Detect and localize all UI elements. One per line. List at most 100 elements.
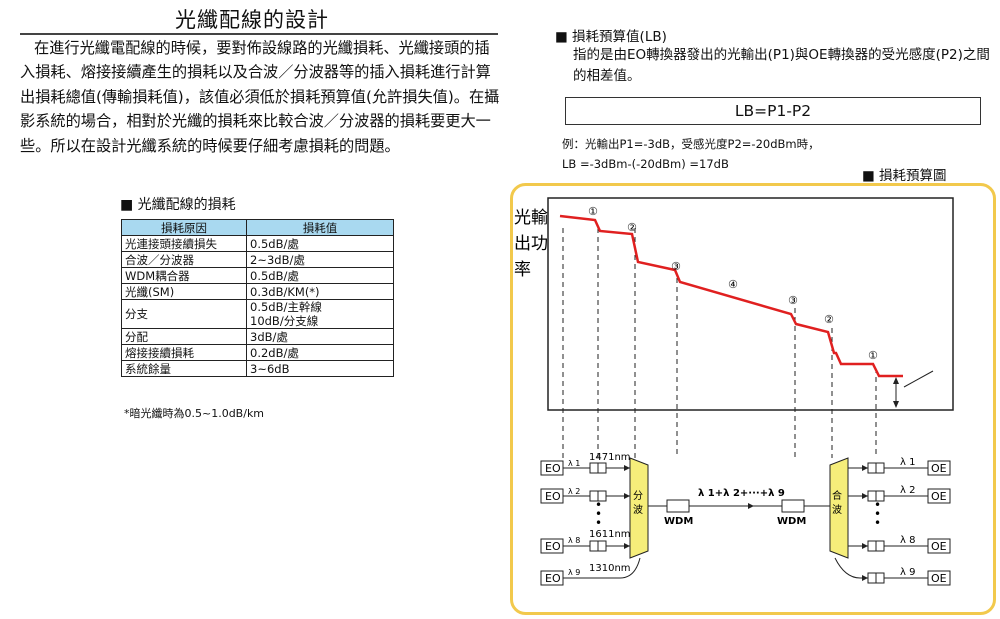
table-cell: 2~3dB/處 [246,251,394,268]
ellipsis-dots: • [874,498,881,512]
table-header: 損耗原因 [121,219,247,236]
wavelength-label: 1310nm [589,563,631,574]
power-loss-curve [559,214,903,378]
y-axis-label-2: 出功 [514,234,548,254]
table-cell: 系統餘量 [121,360,247,377]
arrow-head [624,465,630,471]
connector [867,462,877,474]
wdm-coupler [781,499,805,513]
wavelength-label: 1611nm [589,529,631,540]
stage-marker: ③ [788,294,798,307]
margin-arrow-head [893,401,899,408]
stage-marker: ② [627,221,637,234]
channel-label: λ 1+λ 2+···+λ 9 [698,488,785,499]
multiplexer [829,457,849,559]
connector [589,540,599,552]
lb-heading: ■ 損耗預算值(LB) [555,29,667,45]
table-row: WDM耦合器 0.5dB/處 [121,267,394,284]
lb-description: 指的是由EO轉換器發出的光輸出(P1)與OE轉換器的受光感度(P2)之間的相差值… [573,47,990,84]
mux-label-2: 波 [832,503,842,516]
table-cell: 0.3dB/KM(*) [246,283,394,300]
eo-label: EO [545,540,561,553]
arrow-head [862,493,868,499]
table-cell: WDM耦合器 [121,267,247,284]
lambda-label: λ 9 [900,567,915,578]
table-row: 熔接接續損耗 0.2dB/處 [121,344,394,361]
y-axis-label-1: 光輸 [514,208,548,228]
oe-label: OE [931,490,947,503]
stage-marker: ① [868,349,878,362]
lambda-label: λ 1 [900,457,915,468]
fiber-line [834,557,928,579]
eo-label: EO [545,462,561,475]
arrow-head [862,465,868,471]
table-note: *暗光纖時為0.5~1.0dB/km [124,407,265,420]
ellipsis-dots: • [874,516,881,530]
eo-label: EO [545,490,561,503]
arrow-head [748,503,754,509]
margin-pointer-line [903,370,934,388]
oe-label: OE [931,572,947,585]
stage-marker: ④ [728,278,738,291]
connector [875,462,885,474]
margin-arrow-head [893,377,899,384]
connector [875,572,885,584]
diagram-caption: ■ 損耗預算圖 [862,168,947,184]
connector [597,540,607,552]
lambda-label: λ 8 [900,535,915,546]
connector [875,540,885,552]
table-cell: 合波／分波器 [121,251,247,268]
ellipsis-dots: • [595,507,602,521]
demux-label-1: 分 [633,490,643,502]
ellipsis-dots: • [595,498,602,512]
oe-box [927,488,951,504]
intro-paragraph: 在進行光纖電配線的時候，要對佈設線路的光纖損耗、光纖接頭的插入損耗、熔接接續產生… [20,39,500,155]
lambda-label: λ 9 [568,568,580,577]
table-row: 分配 3dB/處 [121,328,394,345]
fiber-line [563,557,641,579]
stage-markers: ① ② ③ ④ ③ ② ① [588,205,878,362]
title-divider [20,33,498,35]
table-cell: 分支 [121,299,247,329]
mux-label-1: 合 [832,489,842,502]
lambda-label: λ 8 [568,536,580,545]
lb-formula: LB=P1-P2 [565,97,981,125]
wdm-coupler [666,499,690,513]
stage-marker: ③ [671,260,681,273]
example-line-2: LB =-3dBm-(-20dBm) =17dB [562,157,729,171]
right-connections [834,462,928,584]
eo-label: EO [545,572,561,585]
table-cell: 0.2dB/處 [246,344,394,361]
wdm-label: WDM [777,516,806,527]
table-cell: 0.5dB/主幹線 10dB/分支線 [246,299,394,329]
right-lambdas: λ 1 λ 2 λ 8 λ 9 [900,457,915,578]
left-connections [563,462,641,579]
oe-box [927,538,951,554]
connector [875,490,885,502]
table-cell: 3~6dB [246,360,394,377]
table-cell: 光纖(SM) [121,283,247,300]
left-wavelengths: 1471nm 1611nm 1310nm [589,452,631,574]
table-cell: 光連接頭接續損失 [121,235,247,252]
oe-label: OE [931,540,947,553]
table-header: 損耗值 [246,219,394,236]
connector [597,462,607,474]
table-header-row: 損耗原因 損耗值 [121,219,394,236]
plot-area [547,197,954,411]
loss-budget-diagram: 光輸 出功 率 ① ② ③ ④ ③ ② ① EO EO EO EO λ [510,183,996,615]
demultiplexer [629,457,649,559]
table-row: 系統餘量 3~6dB [121,360,394,377]
arrow-head [624,543,630,549]
left-arrows [624,465,630,549]
stage-marker: ② [824,313,834,326]
oe-box [927,570,951,586]
connector [589,462,599,474]
table-cell: 0.5dB/處 [246,267,394,284]
table-row: 光連接頭接續損失 0.5dB/處 [121,235,394,252]
stage-marker: ① [588,205,598,218]
ellipsis-dots: • [595,516,602,530]
y-axis-label-3: 率 [514,260,531,280]
ellipsis-dots: • [874,507,881,521]
lambda-label: λ 1 [568,459,580,468]
wdm-label: WDM [664,516,693,527]
